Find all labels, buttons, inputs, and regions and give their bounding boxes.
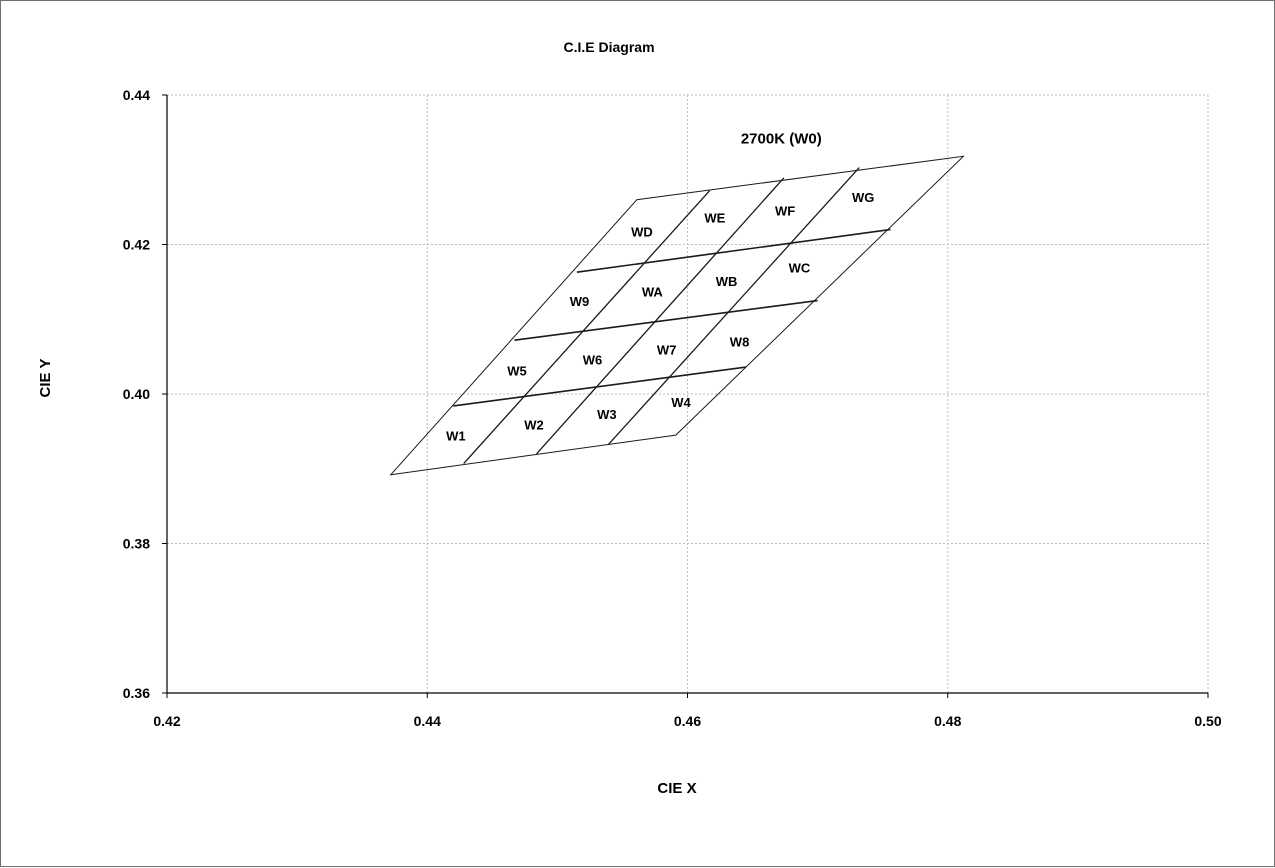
y-tick-label: 0.44 (123, 87, 150, 103)
x-tick-label: 0.42 (153, 713, 180, 729)
bin-outline (389, 155, 965, 476)
cct-annotation: 2700K (W0) (741, 131, 822, 148)
bin-label-w7: W7 (657, 343, 677, 358)
x-tick-label: 0.46 (674, 713, 701, 729)
bin-label-w8: W8 (730, 334, 750, 349)
bin-label-w1: W1 (446, 429, 466, 444)
x-axis-title: CIE X (657, 780, 696, 797)
row-divider (453, 366, 747, 407)
bin-label-wa: WA (642, 284, 664, 299)
bin-label-wc: WC (789, 260, 811, 275)
bin-label-wg: WG (852, 190, 874, 205)
x-tick-label: 0.50 (1194, 713, 1221, 729)
x-tick-label: 0.48 (934, 713, 961, 729)
axes (162, 94, 1209, 698)
bin-grid (389, 155, 965, 476)
bin-labels: W1 W2 W3 W4 W5 W6 W7 W8 W9 WA WB WC WD WE WF WG (446, 190, 874, 443)
bin-label-wb: WB (716, 274, 738, 289)
bin-label-w4: W4 (671, 395, 691, 410)
y-tick-label: 0.40 (123, 386, 150, 402)
bin-label-w2: W2 (524, 417, 544, 432)
tick-labels: 0.42 0.44 0.46 0.48 0.50 0.44 0.42 0.40 0.38 0.36 (123, 87, 1222, 729)
row-divider (514, 299, 818, 341)
row-divider (576, 228, 891, 273)
x-tick-label: 0.44 (414, 713, 441, 729)
bin-label-we: WE (704, 210, 725, 225)
chart-title: C.I.E Diagram (563, 39, 654, 55)
column-divider (536, 177, 785, 455)
bin-label-wd: WD (631, 225, 653, 240)
column-divider (607, 167, 860, 446)
y-tick-label: 0.42 (123, 237, 150, 253)
bin-label-w6: W6 (583, 352, 603, 367)
bin-label-wf: WF (775, 204, 795, 219)
y-tick-label: 0.38 (123, 536, 150, 552)
bin-label-w9: W9 (570, 294, 590, 309)
bin-label-w3: W3 (597, 407, 617, 422)
bin-label-w5: W5 (507, 364, 527, 379)
column-divider (463, 190, 711, 464)
grid (167, 94, 1209, 693)
y-tick-label: 0.36 (123, 685, 150, 701)
y-axis-title: CIE Y (37, 359, 54, 398)
